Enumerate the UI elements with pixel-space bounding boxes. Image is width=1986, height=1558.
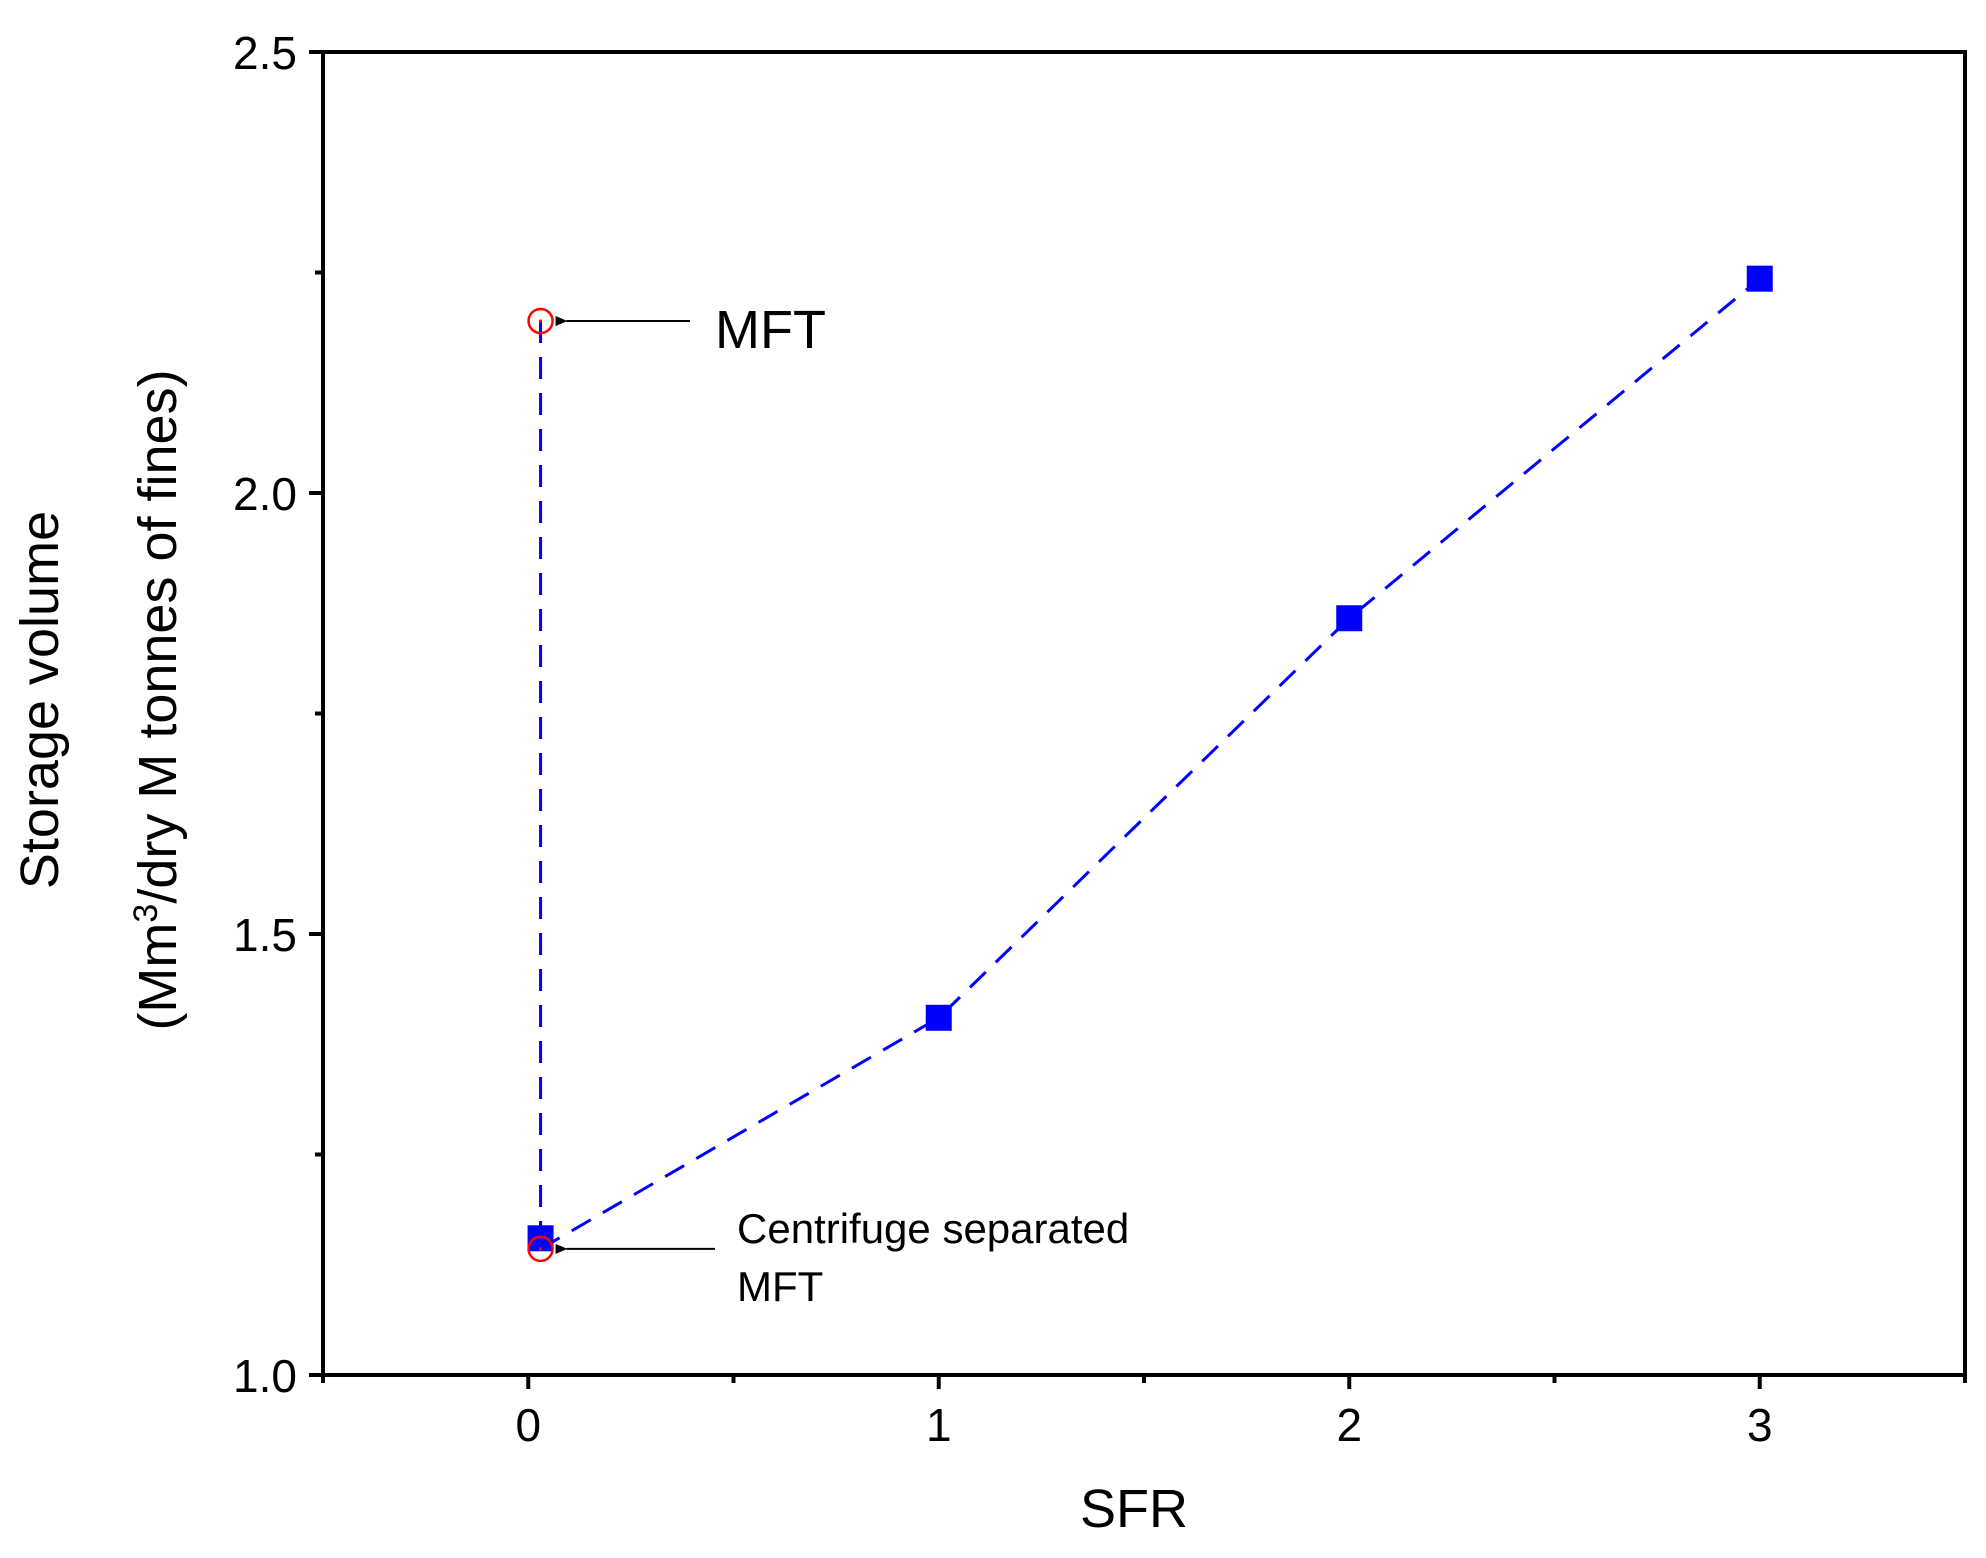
annotation-text: Centrifuge separated <box>737 1205 1129 1252</box>
annotations: MFT Centrifuge separated MFT <box>555 300 1129 1310</box>
data-points <box>527 265 1773 1263</box>
x-tick-label: 1 <box>926 1399 952 1451</box>
connector-lines <box>539 277 1761 1251</box>
axis-ticks: 0 1 2 3 1.0 1.5 2.0 2.5 <box>233 27 1967 1451</box>
circle-center-dot <box>538 319 543 323</box>
square-marker <box>1746 265 1773 292</box>
x-tick-label: 3 <box>1747 1399 1773 1451</box>
y-tick-label: 2.0 <box>233 468 297 520</box>
annotation-text: MFT <box>715 300 826 360</box>
annotation-text: MFT <box>737 1263 823 1310</box>
y-axis-unit-label: (Mm3/dry M tonnes of fines) <box>127 369 188 1030</box>
square-marker <box>1336 605 1363 632</box>
circle-center-dot <box>538 1247 543 1251</box>
plot-frame <box>321 50 1967 1377</box>
x-tick-label: 0 <box>515 1399 541 1451</box>
y-unit-prefix: (Mm <box>128 923 188 1031</box>
x-axis-label: SFR <box>1080 1479 1188 1539</box>
y-tick-label: 1.5 <box>233 909 297 961</box>
square-marker <box>925 1004 952 1031</box>
y-unit-superscript: 3 <box>127 904 165 923</box>
y-tick-label: 1.0 <box>233 1350 297 1402</box>
y-unit-suffix: /dry M tonnes of fines) <box>128 369 188 903</box>
x-tick-label: 2 <box>1336 1399 1362 1451</box>
open-circle-marker <box>527 1235 554 1263</box>
y-tick-label: 2.5 <box>233 27 297 79</box>
dashed-connector <box>539 277 1761 1251</box>
y-axis-label: Storage volume <box>10 511 70 889</box>
square-marker <box>527 1225 554 1252</box>
y-axis-label-line1: Storage volume <box>10 511 70 889</box>
y-axis-label-line2: (Mm3/dry M tonnes of fines) <box>127 369 188 1030</box>
open-circle-marker <box>527 307 554 335</box>
